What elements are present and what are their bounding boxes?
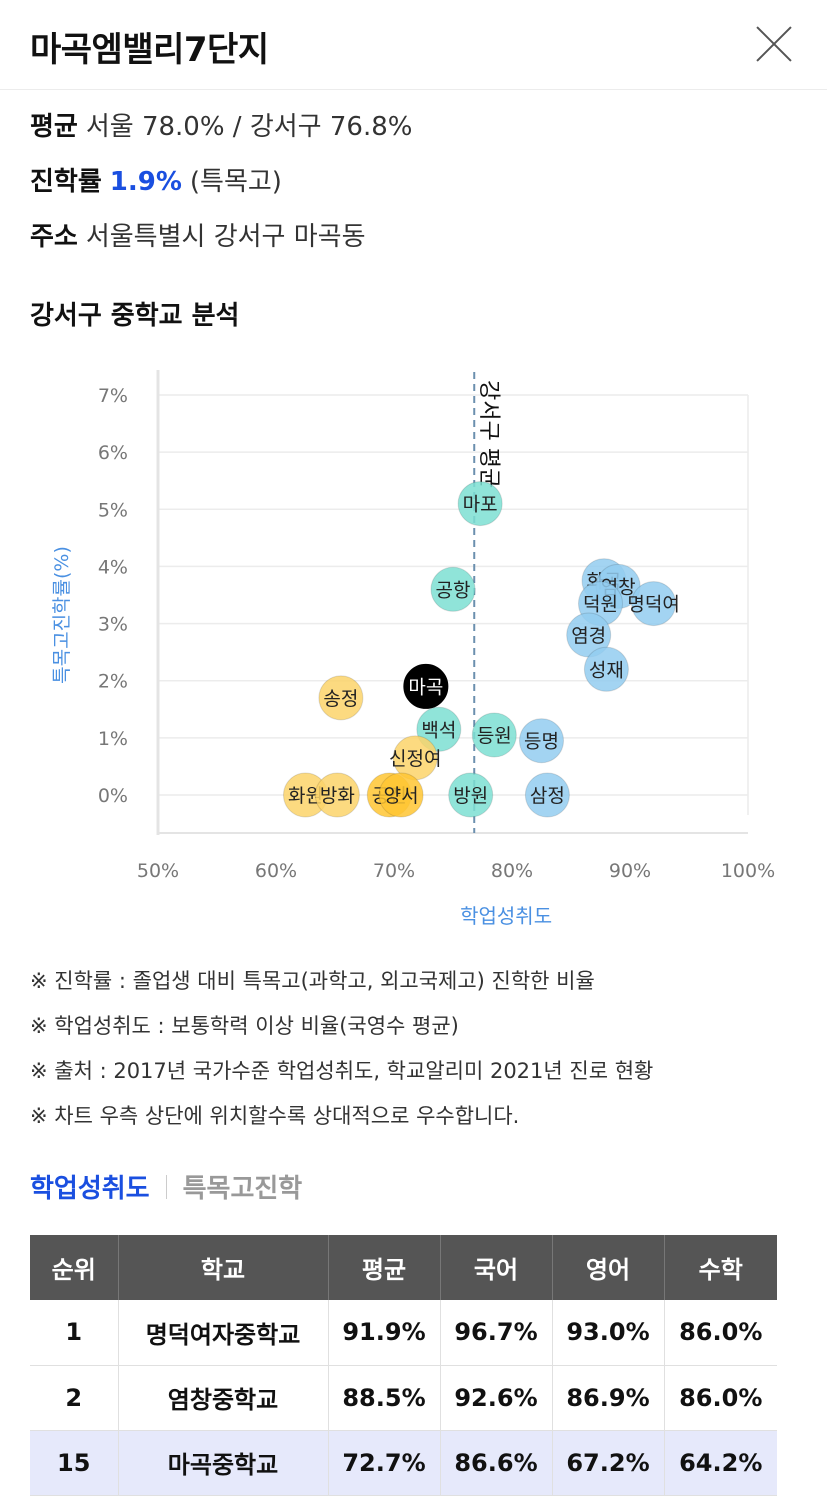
- y-tick-label: 3%: [98, 614, 128, 636]
- address-value: 서울특별시 강서구 마곡동: [85, 222, 366, 252]
- school-point: [457, 481, 503, 527]
- y-tick-label: 6%: [98, 442, 128, 464]
- school-point-label: 마곡: [408, 676, 443, 698]
- note-item: ※ 진학률 : 졸업생 대비 특목고(과학고, 외고국제고) 진학한 비율: [30, 969, 595, 993]
- table-cell: 88.5%: [328, 1365, 441, 1431]
- rate-label: 진학률: [30, 167, 102, 197]
- school-point-label: 송정: [323, 688, 358, 710]
- average-reference-label: 강서구 평균: [476, 380, 501, 488]
- school-point-label: 삼정: [530, 785, 565, 807]
- school-point: [448, 772, 494, 818]
- ranking-table: 순위 학교 평균 국어 영어 수학 1 명덕여자중학교 91.9% 96.7% …: [30, 1235, 777, 1496]
- school-point: [471, 712, 517, 758]
- tab-achievement[interactable]: 학업성취도: [30, 1174, 150, 1204]
- x-tick-label: 60%: [255, 860, 297, 882]
- column-header: 학교: [118, 1235, 329, 1300]
- school-point: [318, 675, 364, 721]
- table-cell: 염창중학교: [118, 1365, 329, 1431]
- x-axis-title: 학업성취도: [460, 904, 552, 928]
- school-point-label: 공항: [436, 579, 471, 601]
- scatter-chart: 0% 1% 2% 3% 4% 5% 6% 7% 50% 60% 70% 80% 90% 100% 학업성취도…: [51, 370, 775, 928]
- school-point-label: 염경: [571, 625, 606, 647]
- note-item: ※ 학업성취도 : 보통학력 이상 비율(국영수 평균): [30, 1014, 459, 1038]
- x-tick-label: 100%: [721, 860, 775, 882]
- address-line: 주소 서울특별시 강서구 마곡동: [30, 216, 366, 253]
- section-title: 강서구 중학교 분석: [30, 301, 240, 331]
- x-tick-label: 90%: [609, 860, 651, 882]
- y-tick-label: 1%: [98, 728, 128, 750]
- y-tick-label: 2%: [98, 671, 128, 693]
- x-tick-label: 80%: [491, 860, 533, 882]
- rate-value: 1.9%: [109, 167, 182, 197]
- school-point: [583, 646, 629, 692]
- tab-bar: 학업성취도 특목고진학: [30, 1168, 302, 1205]
- y-axis-title: 특목고진학률(%): [51, 546, 73, 684]
- school-point: [314, 772, 360, 818]
- average-line: 평균 서울 78.0% / 강서구 76.8%: [30, 106, 412, 143]
- school-point-label: 양서: [384, 785, 419, 807]
- school-point-label: 등원: [477, 725, 512, 747]
- school-point-label: 방화: [320, 785, 355, 807]
- column-header: 수학: [664, 1235, 777, 1300]
- x-tick-label: 70%: [373, 860, 415, 882]
- address-label: 주소: [30, 222, 78, 252]
- table-cell: 86.9%: [552, 1365, 665, 1431]
- table-row[interactable]: 1 명덕여자중학교 91.9% 96.7% 93.0% 86.0%: [30, 1300, 777, 1366]
- average-value: 서울 78.0% / 강서구 76.8%: [85, 112, 413, 142]
- table-cell: 15: [30, 1430, 119, 1496]
- school-point-label: 명덕여: [627, 594, 679, 616]
- y-tick-label: 5%: [98, 499, 128, 521]
- page-title: 마곡엠밸리7단지: [30, 30, 269, 70]
- table-cell: 명덕여자중학교: [118, 1300, 329, 1366]
- table-cell: 마곡중학교: [118, 1430, 329, 1496]
- y-tick-label: 0%: [98, 785, 128, 807]
- tab-special-school[interactable]: 특목고진학: [182, 1174, 303, 1204]
- school-point: [378, 772, 424, 818]
- notes: ※ 진학률 : 졸업생 대비 특목고(과학고, 외고국제고) 진학한 비율 ※ …: [30, 965, 653, 1145]
- table-cell: 86.6%: [440, 1430, 553, 1496]
- school-point: [519, 718, 564, 764]
- table-cell: 86.0%: [664, 1365, 777, 1431]
- table-header-row: 순위 학교 평균 국어 영어 수학: [30, 1235, 777, 1300]
- school-point: [524, 772, 570, 818]
- tab-divider: [165, 1174, 167, 1199]
- close-icon[interactable]: [748, 18, 800, 70]
- table-cell: 96.7%: [440, 1300, 553, 1366]
- table-cell: 1: [30, 1300, 119, 1366]
- school-point: [403, 663, 449, 709]
- column-header: 순위: [30, 1235, 119, 1300]
- average-label: 평균: [30, 112, 78, 142]
- table-cell: 93.0%: [552, 1300, 665, 1366]
- school-point-label: 덕원: [583, 594, 618, 616]
- column-header: 평균: [328, 1235, 441, 1300]
- column-header: 영어: [552, 1235, 665, 1300]
- x-tick-label: 50%: [137, 860, 179, 882]
- column-header: 국어: [440, 1235, 553, 1300]
- table-row[interactable]: 2 염창중학교 88.5% 92.6% 86.9% 86.0%: [30, 1365, 777, 1431]
- rate-note: (특목고): [189, 167, 282, 197]
- table-cell: 72.7%: [328, 1430, 441, 1496]
- school-point-label: 화원: [288, 785, 323, 807]
- school-point-label: 방원: [453, 785, 488, 807]
- school-point-label: 신정여: [389, 748, 441, 770]
- table-cell: 67.2%: [552, 1430, 665, 1496]
- table-cell: 2: [30, 1365, 119, 1431]
- rate-line: 진학률 1.9% (특목고): [30, 161, 282, 198]
- school-point-label: 백석: [421, 719, 456, 741]
- school-point: [631, 581, 677, 627]
- school-point-label: 성재: [589, 659, 624, 681]
- y-tick-label: 7%: [98, 385, 128, 407]
- table-cell: 86.0%: [664, 1300, 777, 1366]
- table-cell: 91.9%: [328, 1300, 441, 1366]
- table-cell: 92.6%: [440, 1365, 553, 1431]
- note-item: ※ 차트 우측 상단에 위치할수록 상대적으로 우수합니다.: [30, 1104, 520, 1128]
- y-tick-label: 4%: [98, 556, 128, 578]
- header: 마곡엠밸리7단지: [0, 0, 827, 90]
- school-point: [430, 566, 476, 612]
- table-cell: 64.2%: [664, 1430, 777, 1496]
- school-point-label: 마포: [463, 494, 498, 516]
- table-row-current-school[interactable]: 15 마곡중학교 72.7% 86.6% 67.2% 64.2%: [30, 1430, 777, 1496]
- school-point-label: 등명: [524, 731, 559, 753]
- note-item: ※ 출처 : 2017년 국가수준 학업성취도, 학교알리미 2021년 진로 …: [30, 1059, 654, 1083]
